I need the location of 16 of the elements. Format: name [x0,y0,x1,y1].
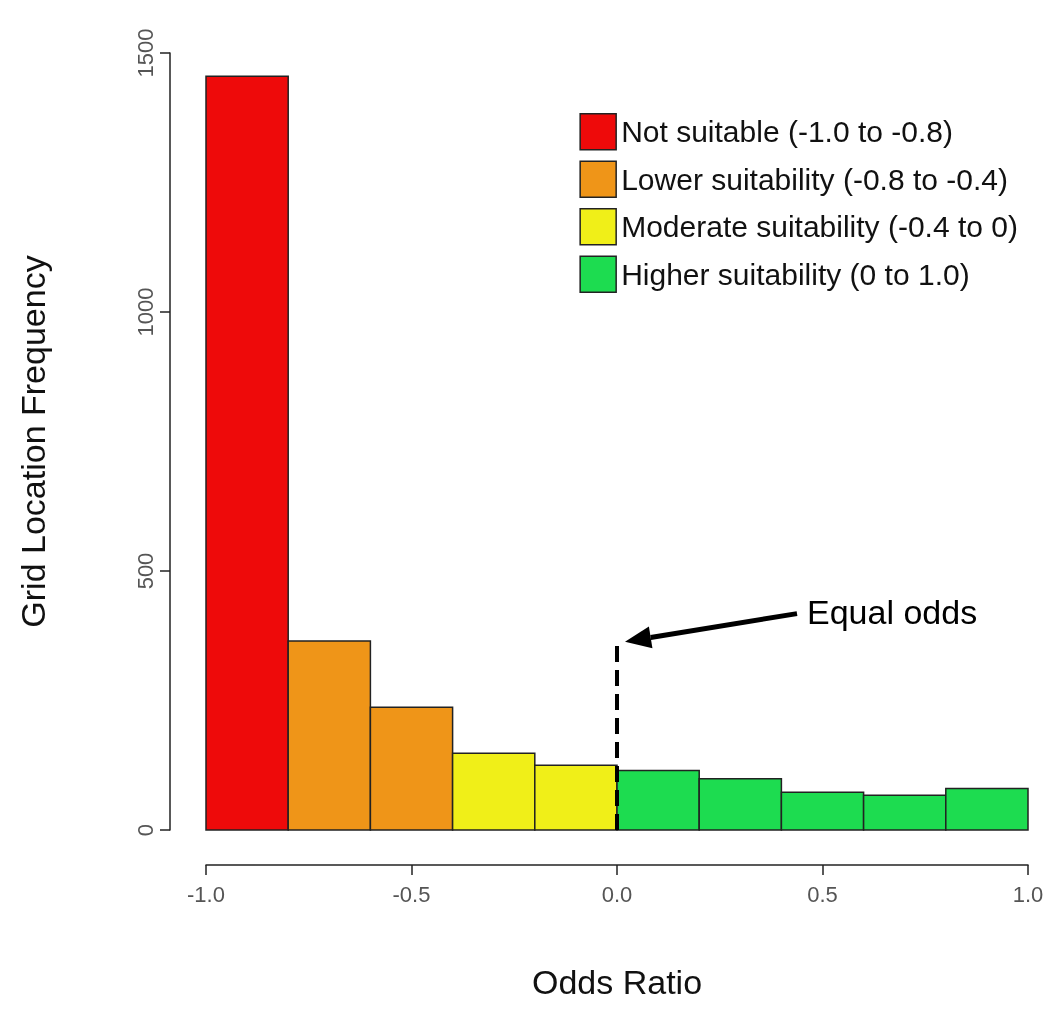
y-tick-label: 1500 [132,28,158,78]
x-axis-title: Odds Ratio [531,963,703,1001]
y-axis-title: Grid Location Frequency [14,255,52,628]
x-tick-label: 0.0 [601,881,633,907]
y-tick-label: 0 [132,823,158,837]
legend-label: Not suitable (-1.0 to -0.8) [621,115,953,149]
x-tick-label: 0.5 [807,881,838,907]
legend-label: Lower suitability (-0.8 to -0.4) [621,162,1008,196]
legend-label: Moderate suitability (-0.4 to 0) [621,210,1018,244]
x-tick-label: 1.0 [1012,881,1044,907]
x-tick-label: -0.5 [392,881,431,907]
x-tick-label: -1.0 [187,881,225,907]
y-tick-label: 500 [132,552,158,590]
annotation: Equal odds [807,592,978,631]
legend-label: Higher suitability (0 to 1.0) [621,257,970,291]
y-tick-label: 1000 [132,287,158,337]
